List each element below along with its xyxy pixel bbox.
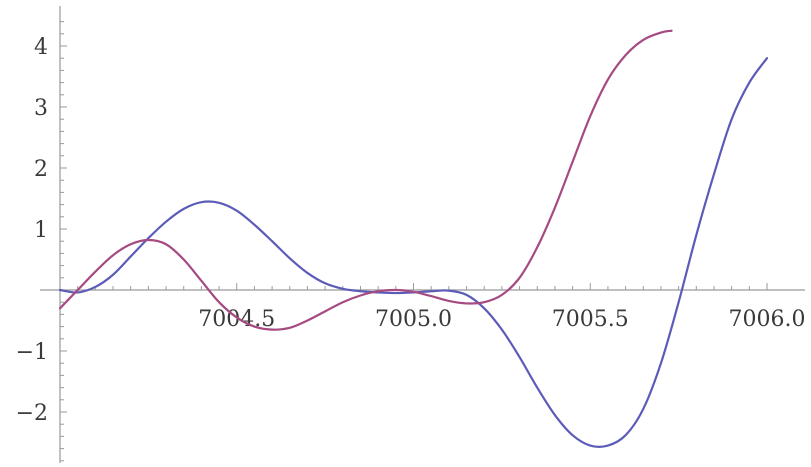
- y-tick-label: −2: [16, 401, 48, 426]
- series-layer: [58, 29, 769, 448]
- y-tick-label: 3: [34, 96, 48, 121]
- x-tick-label: 7006.0: [729, 307, 806, 332]
- y-tick-label: 2: [34, 157, 48, 182]
- axes: [40, 6, 805, 463]
- y-tick-label: 1: [34, 218, 48, 243]
- series-line-1: [58, 57, 769, 448]
- y-tick-label: 4: [34, 35, 48, 60]
- series-line-2: [58, 29, 673, 331]
- y-tick-label: −1: [16, 340, 48, 365]
- axis-ticks: [59, 21, 768, 462]
- x-tick-label: 7005.5: [552, 307, 629, 332]
- x-tick-label: 7005.0: [375, 307, 452, 332]
